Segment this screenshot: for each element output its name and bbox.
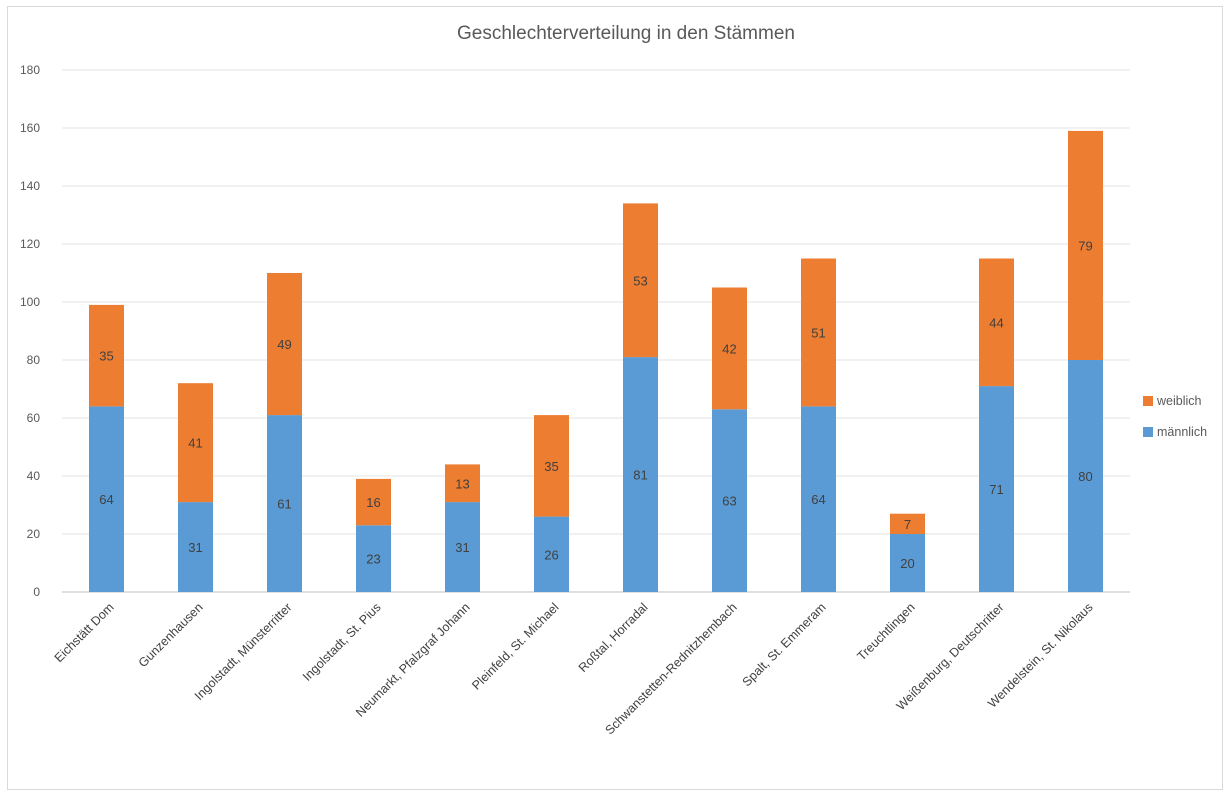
data-label: 31 <box>455 540 469 555</box>
data-label: 7 <box>904 517 911 532</box>
y-tick-label: 80 <box>27 353 41 367</box>
bar-segment-maennlich <box>356 525 391 592</box>
gridlines <box>62 69 1130 593</box>
y-tick-label: 140 <box>20 179 40 193</box>
bar-segment-weiblich <box>445 464 480 503</box>
bar-segment-maennlich <box>1068 360 1103 592</box>
bar-segment-maennlich <box>534 516 569 592</box>
bar-segment-maennlich <box>267 415 302 592</box>
bars: 64 35 31 41 61 49 23 16 31 13 26 35 81 53 63 42 64 51 20 7 7… <box>89 130 1103 592</box>
data-label: 49 <box>277 337 291 352</box>
y-tick-label: 20 <box>27 527 41 541</box>
data-label: 13 <box>455 476 469 491</box>
y-tick-label: 180 <box>20 63 40 77</box>
data-label: 64 <box>811 492 825 507</box>
data-label: 44 <box>989 315 1003 330</box>
bar-segment-maennlich <box>89 406 124 592</box>
bar-segment-maennlich <box>890 534 925 592</box>
data-label: 42 <box>722 341 736 356</box>
legend-swatch <box>1143 427 1153 437</box>
data-label: 20 <box>900 556 914 571</box>
y-tick-label: 120 <box>20 237 40 251</box>
data-label: 26 <box>544 547 558 562</box>
y-tick-label: 60 <box>27 411 41 425</box>
x-tick-label: Gunzenhausen <box>136 600 206 670</box>
y-axis: 0 20 40 60 80 100 120 140 160 180 <box>20 63 40 599</box>
bar-segment-weiblich <box>890 513 925 534</box>
y-tick-label: 0 <box>33 585 40 599</box>
bar-segment-weiblich <box>534 415 569 517</box>
x-tick-label: Pleinfeld, St. Michael <box>469 600 561 692</box>
bar-segment-weiblich <box>1068 130 1103 360</box>
x-tick-label: Roßtal, Horradal <box>576 600 651 675</box>
bar-segment-weiblich <box>623 203 658 358</box>
data-label: 16 <box>366 495 380 510</box>
chart-title: Geschlechterverteilung in den Stämmen <box>457 23 795 44</box>
bar-segment-weiblich <box>979 258 1014 387</box>
bar-segment-maennlich <box>801 406 836 592</box>
legend-swatch <box>1143 396 1153 406</box>
data-label: 61 <box>277 497 291 512</box>
data-label: 41 <box>188 436 202 451</box>
data-label: 71 <box>989 482 1003 497</box>
bar-segment-weiblich <box>267 273 302 416</box>
y-tick-label: 40 <box>27 469 41 483</box>
bar-segment-maennlich <box>445 502 480 592</box>
data-label: 51 <box>811 325 825 340</box>
bar-segment-weiblich <box>801 258 836 407</box>
data-label: 23 <box>366 552 380 567</box>
x-tick-label: Wendelstein, St. Nikolaus <box>985 600 1095 710</box>
bar-segment-weiblich <box>89 304 124 407</box>
bar-segment-maennlich <box>979 386 1014 592</box>
y-tick-label: 100 <box>20 295 40 309</box>
bar-segment-maennlich <box>623 357 658 592</box>
bar-segment-weiblich <box>356 478 391 526</box>
data-label: 81 <box>633 468 647 483</box>
x-tick-label: Eichstätt Dom <box>52 600 117 665</box>
legend-label: weiblich <box>1156 394 1202 408</box>
data-label: 35 <box>544 459 558 474</box>
y-tick-label: 160 <box>20 121 40 135</box>
data-label: 63 <box>722 494 736 509</box>
data-label: 64 <box>99 492 113 507</box>
x-tick-label: Spalt, St. Emmeram <box>740 600 829 689</box>
data-label: 53 <box>633 273 647 288</box>
x-tick-label: Ingolstadt, Münsterritter <box>192 600 295 703</box>
x-tick-label: Treuchtlingen <box>854 600 917 663</box>
bar-segment-weiblich <box>712 287 747 410</box>
data-label: 31 <box>188 540 202 555</box>
x-tick-label: Ingolstadt, St. Pius <box>300 600 384 684</box>
data-label: 35 <box>99 349 113 364</box>
data-label: 80 <box>1078 469 1092 484</box>
bar-segment-maennlich <box>178 502 213 592</box>
legend-label: männlich <box>1157 425 1207 439</box>
bar-segment-maennlich <box>712 409 747 592</box>
data-label: 79 <box>1078 238 1092 253</box>
bar-segment-weiblich <box>178 383 213 503</box>
legend: weiblich männlich <box>1143 394 1207 439</box>
